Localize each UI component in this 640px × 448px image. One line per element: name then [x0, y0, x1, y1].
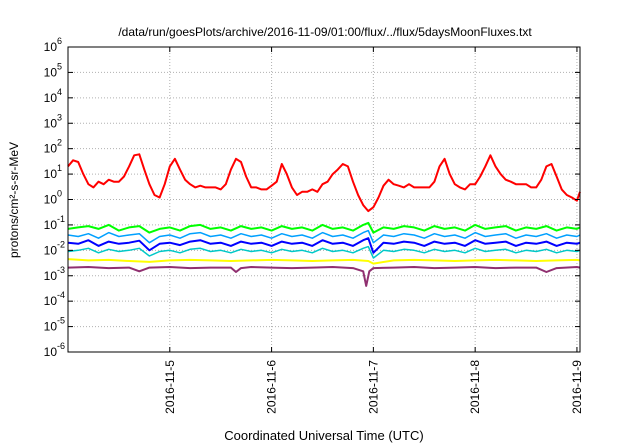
y-tick-exponent: -6	[57, 341, 65, 351]
series-line-3	[67, 229, 581, 244]
y-tick-label: 10	[44, 345, 58, 359]
x-tick-label: 2016-11-9	[570, 360, 584, 414]
series-line-2	[67, 221, 581, 234]
y-tick-label: 10	[44, 40, 58, 54]
y-tick-exponent: -5	[57, 316, 65, 326]
y-tick-exponent: -4	[57, 290, 65, 300]
series-line-5	[67, 245, 581, 259]
grid	[68, 47, 580, 352]
y-tick-label: 10	[44, 269, 58, 283]
y-tick-label: 10	[44, 243, 58, 257]
x-tick-label: 2016-11-8	[468, 360, 482, 414]
series-lines	[67, 153, 581, 287]
y-tick-exponent: 6	[57, 36, 62, 46]
series-line-1	[67, 153, 581, 213]
series-line-4	[67, 237, 581, 254]
y-tick-exponent: -2	[57, 239, 65, 249]
x-axis-ticks: 2016-11-5 2016-11-6 2016-11-7 2016-11-8 2016…	[163, 47, 584, 414]
y-tick-label: 10	[44, 65, 58, 79]
series-line-7	[67, 266, 581, 287]
y-axis-label: protons/cm²-s-sr-MeV	[7, 142, 21, 258]
y-tick-exponent: -3	[57, 265, 65, 275]
x-axis-label: Coordinated Universal Time (UTC)	[224, 428, 423, 443]
x-tick-label: 2016-11-7	[366, 360, 380, 414]
y-tick-exponent: 4	[57, 87, 62, 97]
y-tick-label: 10	[44, 91, 58, 105]
y-tick-label: 10	[44, 142, 58, 156]
y-tick-exponent: -1	[57, 214, 65, 224]
x-tick-label: 2016-11-6	[265, 360, 279, 414]
y-axis-ticks: 10 -610 -510 -410 -310 -210 -110 010 110 210 310 41…	[44, 36, 580, 359]
y-tick-exponent: 3	[57, 112, 62, 122]
y-tick-label: 10	[44, 294, 58, 308]
y-tick-exponent: 2	[57, 138, 62, 148]
y-tick-label: 10	[44, 116, 58, 130]
y-tick-label: 10	[44, 193, 58, 207]
y-tick-label: 10	[44, 218, 58, 232]
y-tick-exponent: 5	[57, 61, 62, 71]
y-tick-exponent: 0	[57, 189, 62, 199]
y-tick-label: 10	[44, 320, 58, 334]
y-tick-exponent: 1	[57, 163, 62, 173]
x-tick-label: 2016-11-5	[163, 360, 177, 414]
series-line-6	[67, 258, 581, 265]
y-tick-label: 10	[44, 167, 58, 181]
chart-title: /data/run/goesPlots/archive/2016-11-09/0…	[118, 25, 532, 39]
